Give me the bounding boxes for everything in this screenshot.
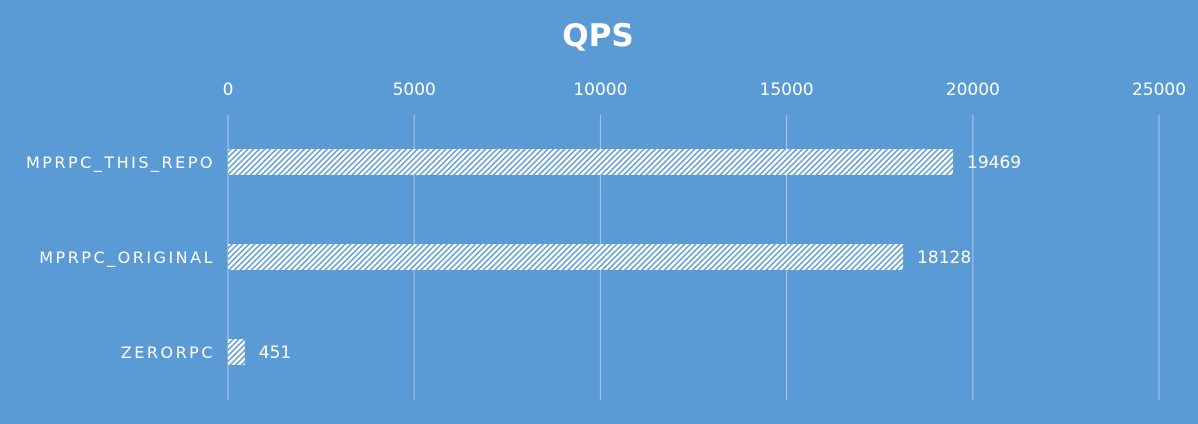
- x-tick-label: 0: [223, 80, 234, 100]
- category-label: MPRPC_THIS_REPO: [26, 153, 215, 173]
- category-label: MPRPC_ORIGINAL: [39, 248, 215, 268]
- bar: [228, 339, 245, 365]
- x-tick-label: 15000: [760, 80, 814, 100]
- data-label: 19469: [967, 153, 1021, 173]
- x-axis-ticks: 0 5000 10000 15000 20000 25000: [223, 80, 1186, 100]
- bar: [228, 244, 904, 270]
- bar: [228, 149, 954, 175]
- x-tick-label: 20000: [946, 80, 1000, 100]
- category-label: ZERORPC: [121, 343, 215, 362]
- x-tick-label: 5000: [393, 80, 436, 100]
- data-label: 451: [259, 343, 291, 363]
- data-label: 18128: [917, 248, 971, 268]
- bars: MPRPC_THIS_REPO 19469 MPRPC_ORIGINAL 18128 Z…: [26, 149, 1021, 365]
- chart-title: QPS: [562, 18, 633, 54]
- x-tick-label: 10000: [573, 80, 627, 100]
- x-tick-label: 25000: [1132, 80, 1186, 100]
